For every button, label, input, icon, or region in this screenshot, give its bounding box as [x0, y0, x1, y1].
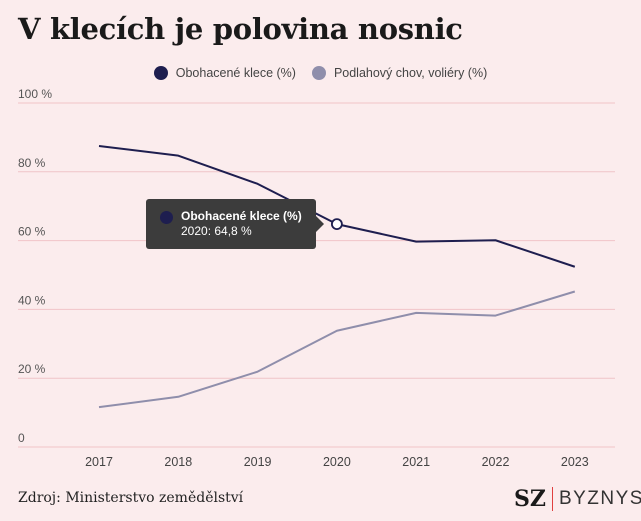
y-tick-label-60: 60 % — [18, 225, 46, 239]
legend-item-aviary[interactable]: Podlahový chov, voliéry (%) — [311, 66, 488, 80]
chart-title: V klecích je polovina nosnic — [18, 12, 463, 46]
x-tick-label-2019: 2019 — [244, 455, 272, 469]
x-tick-label-2021: 2021 — [402, 455, 430, 469]
x-tick-label-2018: 2018 — [164, 455, 192, 469]
y-tick-label-40: 40 % — [18, 293, 46, 307]
x-tick-label-2017: 2017 — [85, 455, 113, 469]
legend-item-cages[interactable]: Obohacené klece (%) — [153, 66, 296, 80]
y-tick-label-20: 20 % — [18, 362, 46, 376]
logo-divider — [551, 487, 553, 511]
highlight-point — [330, 218, 343, 230]
series-line-1 — [98, 290, 576, 409]
legend-marker-aviary — [311, 66, 326, 80]
line-chart: 0 20 % 40 % 60 % 80 % 100 % 2017 2018 2019 2020 20… — [18, 87, 615, 469]
logo-brand: SZ — [514, 486, 546, 512]
tooltip: Obohacené klece (%) 2020: 64,8 % — [146, 199, 324, 249]
tooltip-marker — [160, 211, 173, 224]
legend-label-cages: Obohacené klece (%) — [175, 66, 296, 80]
source-note: Zdroj: Ministerstvo zemědělství — [18, 490, 244, 506]
x-tick-label-2023: 2023 — [561, 455, 589, 469]
legend: Obohacené klece (%) Podlahový chov, voli… — [0, 66, 641, 80]
tooltip-value: 2020: 64,8 % — [181, 224, 252, 238]
y-tick-label-80: 80 % — [18, 156, 46, 170]
legend-marker-cages — [153, 66, 168, 80]
logo[interactable]: SZ BYZNYS — [514, 484, 641, 514]
tooltip-series: Obohacené klece (%) — [181, 209, 302, 223]
y-tick-label-100: 100 % — [18, 87, 52, 101]
y-tick-label-0: 0 — [18, 431, 25, 445]
x-tick-label-2020: 2020 — [323, 455, 351, 469]
x-tick-label-2022: 2022 — [482, 455, 510, 469]
legend-label-aviary: Podlahový chov, voliéry (%) — [333, 66, 488, 80]
logo-section: BYZNYS — [558, 488, 641, 509]
